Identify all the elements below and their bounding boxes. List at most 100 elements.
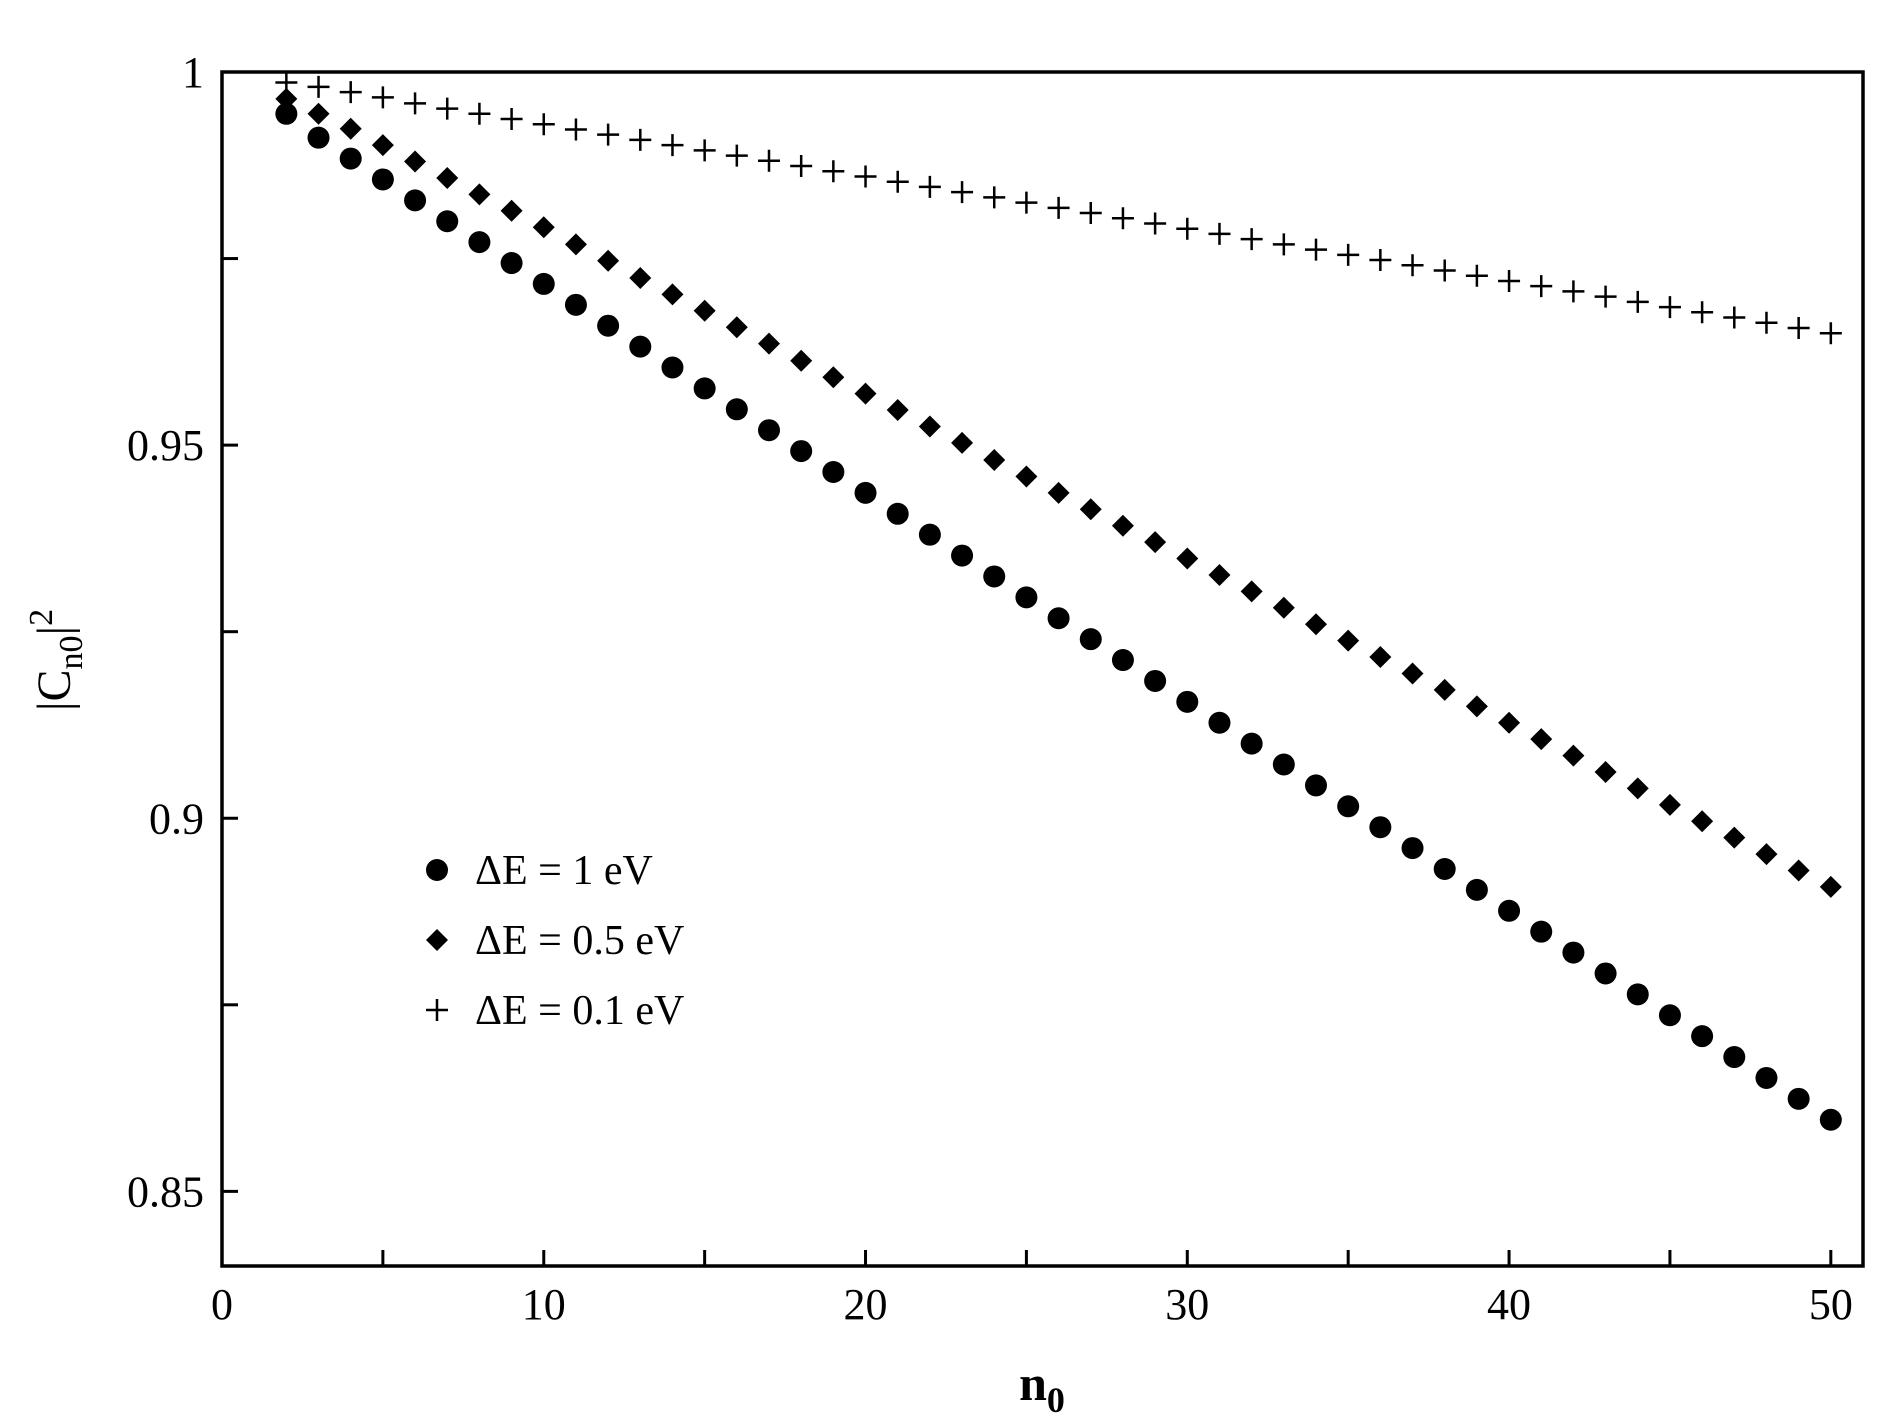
data-point-circle (500, 252, 523, 275)
data-point-diamond (1691, 810, 1714, 833)
data-point-diamond (1594, 760, 1617, 783)
data-point-diamond (597, 249, 620, 272)
data-point-diamond (1079, 498, 1102, 521)
data-point-plus (307, 75, 330, 98)
data-point-circle (532, 272, 555, 295)
x-tick-label: 50 (1809, 1280, 1853, 1329)
data-point-circle (597, 314, 620, 337)
data-point-plus (1755, 311, 1778, 334)
data-point-circle (1337, 795, 1360, 818)
legend-marker-circle (426, 859, 448, 881)
data-point-circle (1530, 920, 1553, 943)
data-point-circle (1658, 1004, 1681, 1027)
data-point-plus (854, 165, 877, 188)
series-diamond (275, 87, 1842, 898)
data-point-plus (983, 186, 1006, 209)
data-point-diamond (629, 266, 652, 289)
data-point-circle (886, 502, 909, 525)
y-axis-title-post: | (28, 626, 81, 636)
data-point-plus (886, 170, 909, 193)
data-point-diamond (1111, 514, 1134, 537)
data-point-plus (468, 102, 491, 125)
plot-frame (220, 70, 1865, 1268)
data-point-diamond (1305, 613, 1327, 636)
data-point-circle (1787, 1087, 1810, 1110)
legend-marker-plus (426, 999, 448, 1021)
y-axis: 0.85 0.9 0.95 1 (127, 48, 238, 1216)
data-point-plus (1465, 264, 1488, 287)
data-point-diamond (1337, 629, 1360, 652)
data-point-diamond (1658, 793, 1681, 816)
data-point-circle (404, 189, 427, 212)
data-point-plus (725, 144, 748, 167)
data-point-plus (597, 123, 620, 146)
data-point-diamond (1626, 777, 1649, 800)
data-point-plus (790, 155, 813, 178)
data-point-circle (1723, 1046, 1746, 1069)
data-point-plus (1562, 280, 1585, 303)
data-point-circle (822, 460, 845, 483)
data-point-plus (1144, 212, 1167, 235)
data-point-diamond (1465, 695, 1488, 718)
x-tick-label: 40 (1487, 1280, 1531, 1329)
data-point-circle (1594, 962, 1617, 985)
data-point-diamond (661, 283, 684, 306)
data-point-circle (564, 293, 587, 316)
data-point-plus (1240, 228, 1263, 251)
data-point-diamond (371, 134, 394, 157)
data-point-diamond (693, 299, 716, 322)
data-point-plus (371, 86, 394, 109)
data-point-diamond (275, 87, 298, 110)
data-point-plus (339, 81, 362, 104)
x-axis-title-sub: 0 (1047, 1380, 1065, 1417)
data-point-circle (1755, 1066, 1778, 1089)
legend-label: ΔE = 0.5 eV (475, 918, 684, 964)
data-point-circle (1015, 586, 1038, 609)
data-point-circle (725, 398, 748, 421)
legend-label: ΔE = 1 eV (475, 848, 653, 894)
data-point-circle (629, 335, 652, 358)
data-point-diamond (918, 415, 941, 438)
x-axis: 0 10 20 30 40 50 (211, 1250, 1853, 1329)
data-point-diamond (1787, 859, 1810, 882)
data-point-circle (1562, 941, 1585, 964)
data-point-plus (1691, 301, 1714, 324)
y-axis-title-pre: |C (28, 669, 81, 711)
data-point-plus (693, 139, 716, 162)
y-tick-label: 0.95 (127, 421, 204, 470)
data-point-diamond (822, 366, 845, 389)
data-point-circle (1691, 1025, 1714, 1048)
data-point-plus (1369, 249, 1392, 272)
y-axis-title-sub: n0 (53, 635, 90, 669)
data-point-circle (1272, 753, 1295, 776)
data-point-plus (564, 118, 587, 141)
data-point-plus (1208, 222, 1231, 245)
data-point-diamond (1176, 547, 1199, 570)
x-tick-label: 30 (1165, 1280, 1209, 1329)
data-point-diamond (1498, 711, 1521, 734)
data-point-plus (1015, 191, 1038, 214)
data-point-circle (307, 126, 330, 149)
data-point-diamond (1819, 875, 1842, 898)
data-point-diamond (404, 150, 427, 173)
data-point-circle (918, 523, 941, 546)
data-point-circle (1369, 816, 1392, 839)
data-point-circle (339, 147, 362, 170)
data-point-plus (275, 71, 298, 94)
data-point-diamond (1047, 481, 1070, 504)
data-point-circle (1208, 711, 1231, 734)
data-point-diamond (1562, 744, 1585, 767)
y-tick-label: 0.85 (127, 1167, 204, 1216)
y-axis-title: |Cn0|2 (23, 609, 90, 711)
y-tick-label: 1 (182, 48, 204, 97)
data-point-plus (1305, 238, 1327, 261)
data-point-plus (1626, 290, 1649, 313)
data-point-diamond (307, 102, 330, 125)
data-point-diamond (500, 199, 523, 222)
data-point-plus (918, 175, 941, 198)
data-point-circle (1047, 607, 1070, 630)
x-tick-label: 10 (522, 1280, 566, 1329)
data-point-plus (1079, 202, 1102, 225)
data-point-plus (1787, 316, 1810, 339)
